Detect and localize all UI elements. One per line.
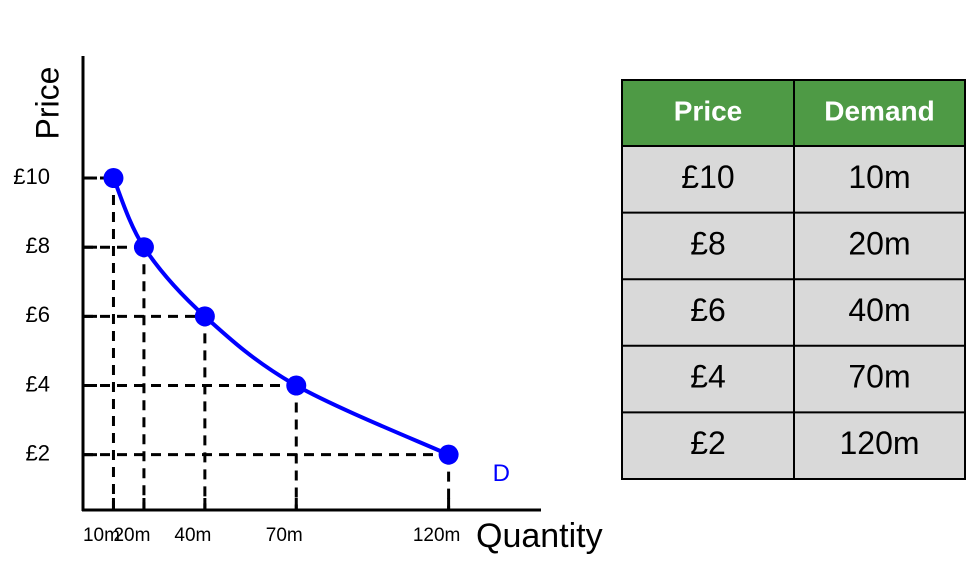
table-cell: 20m xyxy=(848,225,910,261)
x-tick-label: 40m xyxy=(174,525,211,546)
x-axis-label: Quantity xyxy=(476,517,603,555)
table-cell: 40m xyxy=(848,292,910,328)
table-cell: 10m xyxy=(848,159,910,195)
x-tick-label: 10m xyxy=(83,525,120,546)
point xyxy=(194,306,215,327)
table-cell: £4 xyxy=(690,359,726,395)
table-cell: 120m xyxy=(839,425,919,461)
table: Price Demand £10 10m £8 20m £6 40m £4 70m £2 120m xyxy=(621,79,966,480)
table-header: Demand xyxy=(824,95,934,126)
x-tick-label: 120m xyxy=(413,525,461,546)
point xyxy=(103,168,124,189)
table-border xyxy=(621,79,966,480)
table-cell: £2 xyxy=(690,425,726,461)
x-tick-label: 70m xyxy=(266,525,303,546)
y-tick-label: £8 xyxy=(26,233,50,258)
point xyxy=(286,375,307,396)
curve-label: D xyxy=(493,460,510,487)
y-tick-label: £10 xyxy=(13,164,50,189)
table-cell: £6 xyxy=(690,292,726,328)
y-tick-label: £6 xyxy=(26,302,50,327)
y-tick-label: £2 xyxy=(26,440,50,465)
table-cell: £10 xyxy=(681,159,734,195)
y-axis-label: Price xyxy=(29,67,65,140)
x-tick-label: 20m xyxy=(113,525,150,546)
table-header: Price xyxy=(674,95,743,126)
table-cell: 70m xyxy=(848,359,910,395)
demand-curve xyxy=(111,177,450,457)
table-cell: £8 xyxy=(690,225,726,261)
point xyxy=(438,444,459,465)
point xyxy=(133,237,154,258)
y-tick-label: £4 xyxy=(26,371,50,396)
